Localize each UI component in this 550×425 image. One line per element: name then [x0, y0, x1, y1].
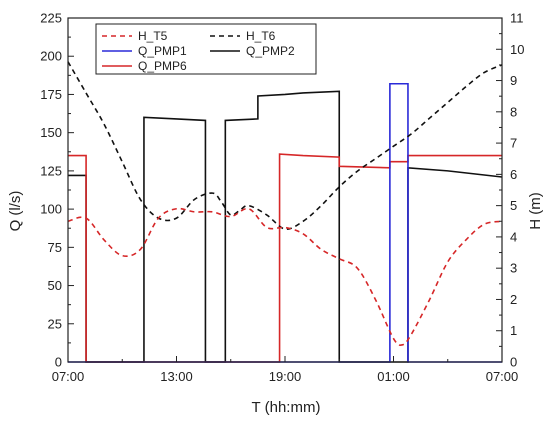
y-axis-label-right: H (m)	[527, 192, 544, 230]
y-right-tick-label: 4	[510, 229, 517, 244]
legend-box	[95, 23, 317, 75]
y-right-tick-label: 7	[510, 136, 517, 151]
x-tick-label: 13:00	[160, 369, 193, 384]
y-right-tick-label: 2	[510, 292, 517, 307]
x-tick-label: 07:00	[486, 369, 519, 384]
y-left-tick-label: 200	[40, 49, 62, 64]
series-line-h-t6	[67, 61, 503, 231]
x-tick-label: 01:00	[377, 369, 410, 384]
x-axis-label: T (hh:mm)	[252, 399, 321, 416]
y-right-tick-label: 0	[510, 355, 517, 370]
y-right-tick-label: 1	[510, 323, 517, 338]
legend: H_T5 H_T6 Q_PMP1 Q_PMP2 Q_PMP6	[95, 23, 317, 75]
y-left-tick-label: 225	[40, 11, 62, 26]
y-left-tick-label: 150	[40, 125, 62, 140]
y-right-tick-label: 5	[510, 198, 517, 213]
series-line-q-pmp2	[68, 90, 503, 363]
series-line-q-pmp1	[68, 82, 502, 363]
y-axis-label-left: Q (l/s)	[7, 191, 24, 232]
legend-label-q-pmp1: Q_PMP1	[138, 44, 187, 58]
x-tick-label: 07:00	[52, 369, 85, 384]
y-right-tick-label: 3	[510, 261, 517, 276]
y-right-tick-label: 8	[510, 104, 517, 119]
y-left-tick-label: 25	[48, 316, 62, 331]
legend-label-h-t5: H_T5	[138, 29, 168, 43]
y-left-tick-label: 50	[48, 278, 62, 293]
legend-label-h-t6: H_T6	[246, 29, 276, 43]
y-left-tick-label: 75	[48, 240, 62, 255]
y-left-tick-label: 100	[40, 202, 62, 217]
y-left-tick-label: 0	[55, 355, 62, 370]
legend-label-q-pmp2: Q_PMP2	[246, 44, 295, 58]
series-line-h-t5	[67, 207, 503, 347]
legend-label-q-pmp6: Q_PMP6	[138, 59, 187, 73]
y-right-tick-label: 10	[510, 42, 524, 57]
y-right-tick-label: 9	[510, 73, 517, 88]
y-right-tick-label: 11	[510, 11, 524, 26]
y-left-tick-label: 125	[40, 163, 62, 178]
x-tick-label: 19:00	[269, 369, 302, 384]
y-left-tick-label: 175	[40, 87, 62, 102]
y-right-tick-label: 6	[510, 167, 517, 182]
